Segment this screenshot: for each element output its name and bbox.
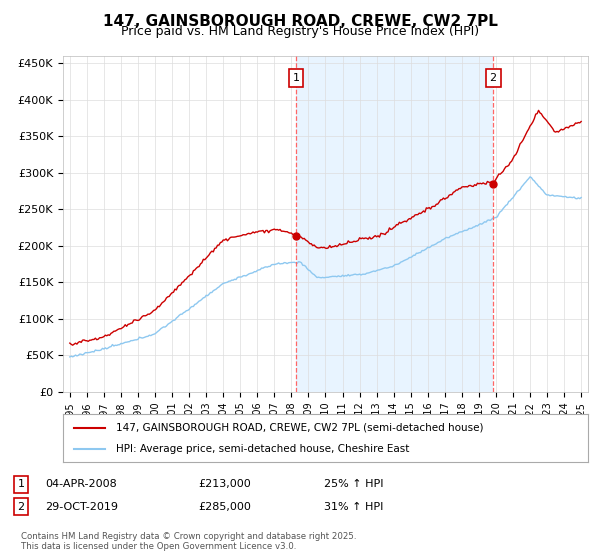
Text: 1: 1 <box>17 479 25 489</box>
Text: 29-OCT-2019: 29-OCT-2019 <box>45 502 118 512</box>
Text: Contains HM Land Registry data © Crown copyright and database right 2025.
This d: Contains HM Land Registry data © Crown c… <box>21 532 356 552</box>
Text: 1: 1 <box>293 73 299 83</box>
Text: 31% ↑ HPI: 31% ↑ HPI <box>324 502 383 512</box>
Text: 147, GAINSBOROUGH ROAD, CREWE, CW2 7PL: 147, GAINSBOROUGH ROAD, CREWE, CW2 7PL <box>103 14 497 29</box>
Text: 04-APR-2008: 04-APR-2008 <box>45 479 117 489</box>
Text: £285,000: £285,000 <box>198 502 251 512</box>
Text: £213,000: £213,000 <box>198 479 251 489</box>
Text: Price paid vs. HM Land Registry's House Price Index (HPI): Price paid vs. HM Land Registry's House … <box>121 25 479 38</box>
Text: 25% ↑ HPI: 25% ↑ HPI <box>324 479 383 489</box>
Text: 2: 2 <box>17 502 25 512</box>
Text: HPI: Average price, semi-detached house, Cheshire East: HPI: Average price, semi-detached house,… <box>115 444 409 454</box>
Text: 2: 2 <box>490 73 497 83</box>
Text: 147, GAINSBOROUGH ROAD, CREWE, CW2 7PL (semi-detached house): 147, GAINSBOROUGH ROAD, CREWE, CW2 7PL (… <box>115 423 483 433</box>
Bar <box>296 56 493 392</box>
